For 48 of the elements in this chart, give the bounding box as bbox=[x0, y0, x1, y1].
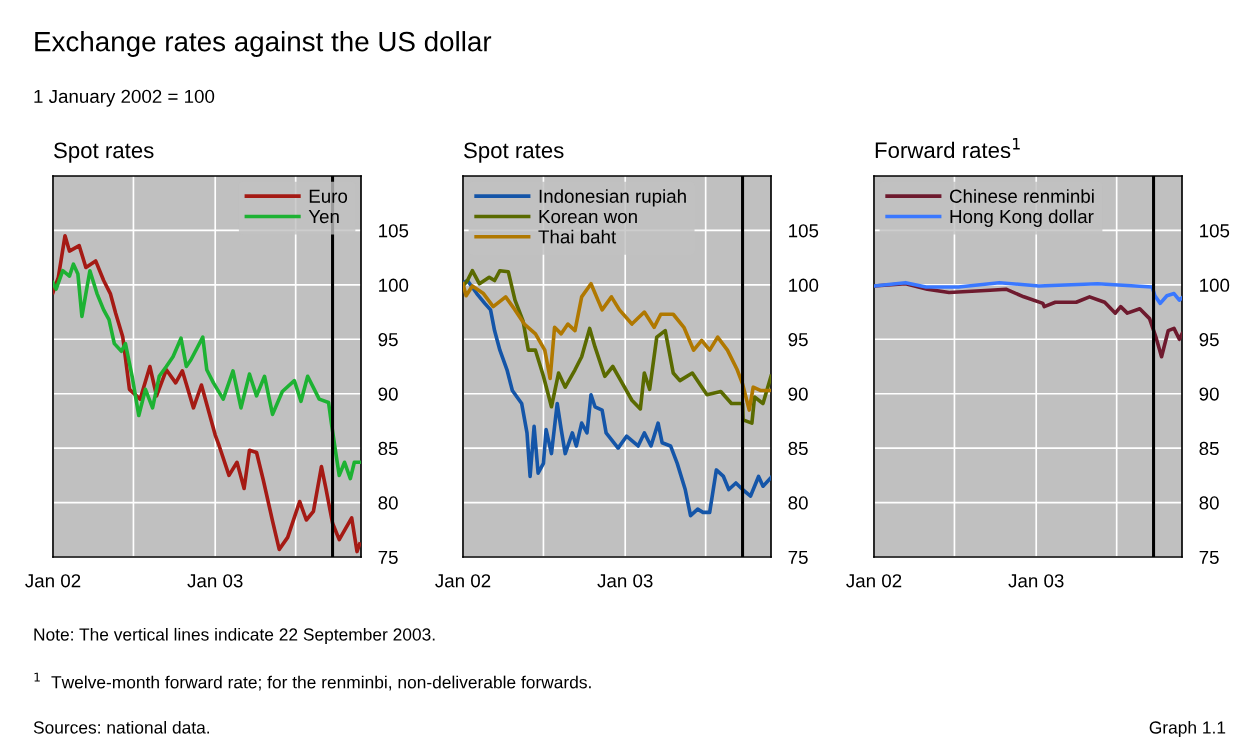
line-series bbox=[53, 262, 361, 481]
chart-title: Forward rates$^{1}$ bbox=[875, 138, 1020, 159]
chart-title: Spot rates bbox=[54, 142, 154, 163]
text: Exchange rates against the US dollar bbox=[35, 31, 492, 57]
y-tick-label: 75 bbox=[1199, 550, 1219, 564]
x-tick-label: Jan 03 bbox=[1008, 574, 1064, 588]
x-tick-label: Jan 03 bbox=[597, 574, 653, 588]
x-tick-label: Jan 02 bbox=[846, 574, 902, 588]
y-tick-label: 75 bbox=[788, 550, 808, 564]
line-series bbox=[874, 280, 1182, 306]
y-tick-label: 85 bbox=[1199, 441, 1219, 456]
x-tick-label: Jan 03 bbox=[187, 574, 243, 588]
line-series bbox=[463, 268, 771, 425]
y-tick-label: 95 bbox=[378, 332, 398, 347]
text: $^{1}$ Twelve-month forward rate; for the renminbi, non-deliverable forwards. bbox=[34, 672, 591, 691]
legend-label: Hong Kong dollar bbox=[950, 209, 1094, 227]
y-tick-label: 85 bbox=[378, 441, 398, 456]
legend-label: Yen bbox=[308, 210, 339, 224]
y-tick-label: 90 bbox=[378, 387, 398, 401]
y-tick-label: 100 bbox=[379, 278, 409, 292]
chart-title: Spot rates bbox=[464, 142, 564, 163]
y-tick-label: 105 bbox=[1200, 224, 1230, 238]
y-tick-label: 75 bbox=[378, 550, 398, 564]
legend-label: Korean won bbox=[539, 210, 637, 224]
text: Note: The vertical lines indicate 22 September 2003. bbox=[34, 627, 435, 645]
source-note: Sources: national data. bbox=[33, 720, 209, 734]
x-tick-label: Jan 02 bbox=[435, 574, 491, 588]
y-tick-label: 80 bbox=[378, 496, 398, 510]
y-tick-label: 105 bbox=[789, 224, 819, 238]
y-tick-label: 80 bbox=[1199, 496, 1219, 510]
legend-label: Indonesian rupiah bbox=[539, 189, 686, 207]
y-tick-label: 80 bbox=[788, 496, 808, 510]
line-series bbox=[463, 281, 771, 412]
legend-label: Chinese renminbi bbox=[949, 189, 1094, 203]
y-tick-label: 85 bbox=[788, 441, 808, 456]
y-tick-label: 100 bbox=[1200, 278, 1230, 292]
x-tick-label: Jan 02 bbox=[25, 574, 81, 588]
y-tick-label: 90 bbox=[1199, 387, 1219, 401]
legend-label: Euro bbox=[309, 189, 348, 203]
y-tick-label: 90 bbox=[788, 387, 808, 401]
legend-label: Thai baht bbox=[538, 229, 617, 244]
text: 1 January 2002 = 100 bbox=[34, 89, 215, 107]
y-tick-label: 100 bbox=[789, 278, 819, 292]
caption: Graph 1.1 bbox=[1149, 720, 1226, 738]
y-tick-label: 95 bbox=[1199, 332, 1219, 347]
y-tick-label: 95 bbox=[788, 332, 808, 347]
line-series bbox=[463, 278, 771, 518]
y-tick-label: 105 bbox=[379, 224, 409, 238]
